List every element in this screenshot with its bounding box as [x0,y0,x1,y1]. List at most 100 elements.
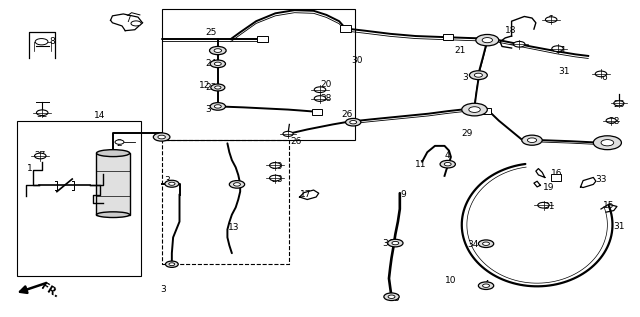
Circle shape [210,60,225,68]
Text: 7: 7 [125,15,131,24]
Text: 13: 13 [228,223,239,232]
Text: 30: 30 [351,56,363,65]
Circle shape [210,103,225,110]
Circle shape [468,107,480,113]
Text: 20: 20 [271,162,282,171]
Text: 26: 26 [290,137,301,146]
Text: 34: 34 [468,240,479,249]
Bar [340,25,351,32]
Circle shape [483,284,490,288]
Bar [257,36,268,42]
Text: 27: 27 [35,152,46,160]
Circle shape [234,183,241,186]
Text: 6: 6 [602,73,607,81]
Text: 31: 31 [558,67,570,76]
Circle shape [444,163,451,166]
Text: 11: 11 [415,160,427,169]
Circle shape [158,135,165,139]
Circle shape [169,182,175,185]
Text: 19: 19 [543,183,554,192]
Bar [162,9,355,140]
Bar [443,34,453,40]
Text: 10: 10 [445,275,457,285]
Circle shape [513,42,525,47]
Circle shape [522,135,542,145]
Circle shape [214,49,221,52]
Circle shape [476,35,499,46]
Text: 26: 26 [342,110,353,119]
Ellipse shape [97,212,130,217]
Circle shape [478,240,493,248]
Text: 8: 8 [49,37,54,46]
Circle shape [169,263,175,266]
Circle shape [229,181,244,188]
Text: 18: 18 [504,26,516,35]
Circle shape [115,140,124,144]
Circle shape [36,110,48,116]
Text: 17: 17 [300,190,312,199]
Bar [17,121,141,276]
Circle shape [209,47,226,55]
Text: 32: 32 [36,110,48,119]
Text: 5: 5 [528,137,534,146]
Circle shape [593,136,621,150]
Text: FR.: FR. [39,281,61,300]
Circle shape [614,101,624,106]
Circle shape [601,139,614,146]
Text: 22: 22 [608,139,620,148]
Text: 16: 16 [550,169,562,178]
Bar [527,136,537,143]
Circle shape [545,17,557,23]
Bar [312,109,322,115]
Text: 4: 4 [445,152,451,160]
Circle shape [214,62,221,66]
Circle shape [165,180,179,187]
Text: 6: 6 [547,15,553,24]
Circle shape [538,202,549,208]
Text: 28: 28 [608,117,620,126]
Ellipse shape [97,150,130,157]
Circle shape [392,241,399,245]
Circle shape [35,153,46,159]
Text: 4: 4 [480,240,486,249]
Circle shape [35,39,48,45]
Circle shape [269,163,281,168]
Circle shape [314,87,326,93]
Circle shape [440,160,456,168]
Text: 21: 21 [455,46,466,55]
Text: 31: 31 [613,222,625,231]
Text: 31: 31 [543,202,554,211]
Bar [481,108,491,114]
Circle shape [211,84,225,91]
Circle shape [527,138,536,142]
Text: 9: 9 [400,190,406,199]
Text: 23: 23 [205,83,217,92]
Circle shape [478,282,493,289]
Circle shape [346,119,361,126]
Text: 3: 3 [161,285,166,294]
Text: 31: 31 [556,46,567,55]
Text: 4: 4 [483,280,489,289]
Circle shape [482,38,493,43]
Text: 25: 25 [205,28,217,37]
Text: 28: 28 [321,94,332,103]
Circle shape [469,71,487,80]
Bar [551,174,561,181]
Circle shape [131,21,141,26]
Text: 34: 34 [383,239,394,248]
Circle shape [474,73,483,77]
Text: 3: 3 [463,73,468,81]
Text: 24: 24 [206,59,217,68]
Text: 33: 33 [595,175,607,184]
Circle shape [462,103,487,116]
Circle shape [269,175,281,181]
Circle shape [384,293,399,301]
Circle shape [214,105,221,108]
Text: 15: 15 [603,201,614,210]
Text: 20: 20 [321,80,332,89]
Text: 28: 28 [271,175,282,184]
Circle shape [214,86,221,89]
Circle shape [314,96,326,101]
Bar [162,140,289,264]
Circle shape [166,261,178,267]
